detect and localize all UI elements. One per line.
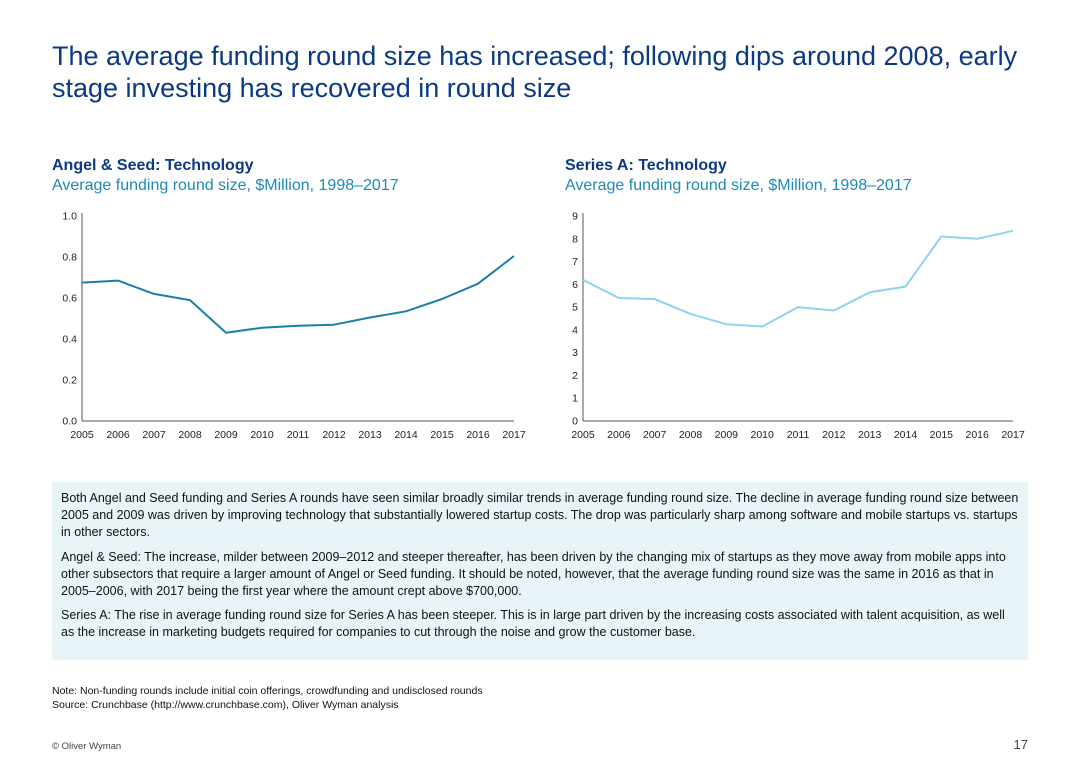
y-tick-label: 0.0 [62,416,77,428]
series-line [582,229,1014,328]
x-tick-label: 2006 [607,429,631,441]
y-tick-label: 0.8 [62,252,77,264]
y-tick-label: 2 [572,370,578,382]
y-tick-label: 0.6 [62,293,77,305]
x-tick-label: 2015 [930,429,954,441]
x-tick-label: 2012 [322,429,346,441]
y-tick-label: 6 [572,279,578,291]
data-point [333,324,335,326]
data-point [725,323,727,325]
x-tick-label: 2008 [178,429,202,441]
chart-title: Series A: Technology [565,157,727,174]
y-tick-label: 3 [572,347,578,359]
x-tick-label: 2006 [106,429,130,441]
data-point [405,310,407,312]
data-point [905,286,907,288]
data-point [297,325,299,327]
y-tick-label: 9 [572,211,578,223]
y-tick-label: 7 [572,256,578,268]
commentary-paragraph: Series A: The rise in average funding ro… [61,608,1005,640]
x-tick-label: 2010 [250,429,274,441]
x-tick-label: 2014 [894,429,918,441]
y-tick-label: 0.4 [62,334,77,346]
x-tick-label: 2014 [394,429,418,441]
data-point [477,283,479,285]
data-point [690,313,692,315]
x-tick-label: 2008 [679,429,703,441]
x-tick-label: 2016 [965,429,989,441]
copyright: © Oliver Wyman [52,741,122,752]
source-text: Source: Crunchbase (http://www.crunchbas… [52,699,399,711]
data-point [153,293,155,295]
data-point [99,281,101,283]
chart-subtitle: Average funding round size, $Million, 19… [52,177,399,194]
x-tick-label: 2005 [70,429,94,441]
note-text: Note: Non-funding rounds include initial… [52,685,483,697]
commentary-paragraph: Both Angel and Seed funding and Series A… [61,491,1019,540]
data-point [225,332,227,334]
data-point [833,310,835,312]
data-point [582,279,584,281]
page-title: The average funding round size has incre… [52,41,1018,103]
data-point [81,282,83,284]
data-point [761,325,763,327]
x-tick-label: 2017 [502,429,526,441]
data-point [976,238,978,240]
x-tick-label: 2010 [750,429,774,441]
data-point [1012,230,1014,232]
x-tick-label: 2011 [787,429,810,441]
series-line [81,255,515,334]
x-tick-label: 2013 [358,429,382,441]
data-point [654,298,656,300]
data-point [369,316,371,318]
page-number: 17 [1013,737,1028,752]
chart-title: Angel & Seed: Technology [52,157,254,174]
x-tick-label: 2007 [142,429,166,441]
y-tick-label: 5 [572,302,578,314]
x-tick-label: 2007 [643,429,667,441]
x-tick-label: 2011 [287,429,310,441]
chart-header-series-a: Series A: Technology Average funding rou… [565,156,1035,196]
y-tick-label: 1.0 [62,211,77,223]
data-point [261,327,263,329]
series-a-line-chart: 0 1 2 3 4 5 6 7 8 9 2005 2006 2007 2008 2009 2010 2011 20… [571,211,1025,442]
y-tick-label: 8 [572,233,578,245]
commentary-paragraph: Angel & Seed: The increase, milder betwe… [61,549,1006,599]
y-tick-label: 0.2 [62,375,77,387]
y-tick-label: 0 [572,416,578,428]
x-tick-label: 2009 [715,429,739,441]
data-point [513,255,515,257]
data-point [797,306,799,308]
chart-header-angel-seed: Angel & Seed: Technology Average funding… [52,156,522,196]
y-tick-label: 4 [572,324,578,336]
data-point [189,299,191,301]
data-point [940,236,942,238]
x-tick-label: 2012 [822,429,846,441]
x-tick-label: 2016 [466,429,490,441]
x-tick-label: 2017 [1001,429,1025,441]
chart-subtitle: Average funding round size, $Million, 19… [565,177,912,194]
x-tick-label: 2009 [214,429,238,441]
y-tick-label: 1 [572,393,578,405]
data-point [441,298,443,300]
angel-seed-line-chart: 0.0 0.2 0.4 0.6 0.8 1.0 2005 2006 2007 2008 2009 20… [62,211,526,442]
x-tick-label: 2005 [571,429,595,441]
commentary-box: Both Angel and Seed funding and Series A… [52,482,1028,660]
data-point [618,297,620,299]
x-tick-label: 2015 [430,429,454,441]
data-point [117,280,119,282]
x-tick-label: 2013 [858,429,882,441]
data-point [869,291,871,293]
notes: Note: Non-funding rounds include initial… [52,684,483,712]
